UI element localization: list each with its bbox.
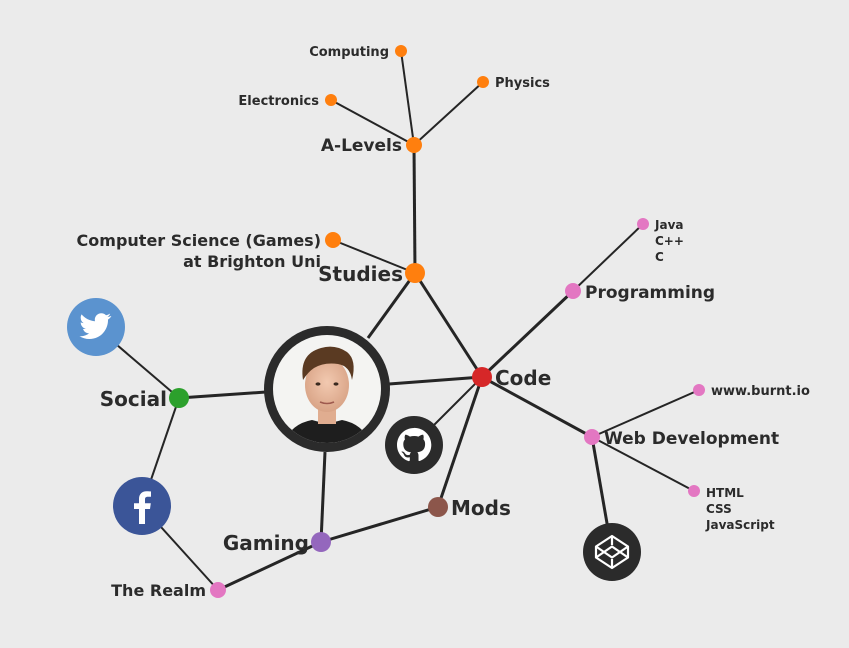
label-lang-c: C bbox=[655, 250, 664, 264]
edge-alevels-physics bbox=[413, 81, 484, 146]
edge-programming-langs bbox=[572, 223, 644, 292]
node-web-languages[interactable] bbox=[688, 485, 700, 497]
node-www[interactable] bbox=[693, 384, 705, 396]
nodes bbox=[169, 45, 705, 598]
label-the-realm: The Realm bbox=[111, 581, 206, 600]
profile-photo[interactable] bbox=[264, 326, 390, 452]
edge-alevels-electronics bbox=[330, 99, 415, 146]
edge-webdev-weblangs bbox=[591, 436, 695, 492]
label-computing: Computing bbox=[309, 45, 389, 60]
node-a-levels[interactable] bbox=[406, 137, 422, 153]
edge-studies-alevels bbox=[412, 144, 417, 274]
node-web-development[interactable] bbox=[584, 429, 600, 445]
node-code[interactable] bbox=[472, 367, 492, 387]
edge-code-avatar bbox=[388, 375, 483, 386]
label-programming: Programming bbox=[585, 283, 715, 303]
node-electronics[interactable] bbox=[325, 94, 337, 106]
edge-code-webdev bbox=[481, 375, 593, 439]
label-a-levels: A-Levels bbox=[321, 136, 402, 156]
label-social: Social bbox=[100, 387, 167, 411]
node-mods[interactable] bbox=[428, 497, 448, 517]
label-studies: Studies bbox=[318, 262, 403, 286]
twitter-icon[interactable] bbox=[67, 298, 125, 356]
label-computer-science-line1: Computer Science (Games) bbox=[77, 231, 321, 250]
edge-studies-code bbox=[413, 272, 484, 378]
edge-code-programming bbox=[480, 289, 575, 379]
node-programming[interactable] bbox=[565, 283, 581, 299]
label-web-css: CSS bbox=[706, 502, 732, 516]
edge-gaming-mods bbox=[320, 505, 439, 544]
edge-studies-avatar bbox=[366, 272, 417, 339]
edge-webdev-www bbox=[591, 389, 700, 438]
edge-realm-gaming bbox=[217, 540, 322, 592]
edges bbox=[95, 50, 700, 592]
label-mods: Mods bbox=[451, 496, 511, 520]
github-icon[interactable] bbox=[385, 416, 443, 474]
edge-social-avatar bbox=[178, 390, 267, 400]
label-lang-java: Java bbox=[654, 218, 683, 232]
facebook-icon[interactable] bbox=[113, 477, 171, 535]
label-code: Code bbox=[495, 366, 551, 390]
edge-alevels-computing bbox=[400, 50, 415, 146]
label-computer-science-line2: at Brighton Uni bbox=[183, 252, 321, 271]
node-the-realm[interactable] bbox=[210, 582, 226, 598]
edge-studies-cs bbox=[332, 239, 416, 274]
label-electronics: Electronics bbox=[238, 94, 319, 109]
edge-code-mods bbox=[436, 376, 484, 508]
node-gaming[interactable] bbox=[311, 532, 331, 552]
label-web-javascript: JavaScript bbox=[705, 518, 775, 532]
node-studies[interactable] bbox=[405, 263, 425, 283]
node-social[interactable] bbox=[169, 388, 189, 408]
label-physics: Physics bbox=[495, 76, 550, 91]
label-lang-cpp: C++ bbox=[655, 234, 684, 248]
node-computer-science[interactable] bbox=[325, 232, 341, 248]
codepen-icon[interactable] bbox=[583, 523, 641, 581]
label-gaming: Gaming bbox=[223, 531, 309, 555]
label-web-development: Web Development bbox=[604, 429, 779, 449]
node-computing[interactable] bbox=[395, 45, 407, 57]
label-www: www.burnt.io bbox=[711, 384, 810, 399]
node-physics[interactable] bbox=[477, 76, 489, 88]
edge-gaming-avatar bbox=[319, 451, 327, 543]
node-languages[interactable] bbox=[637, 218, 649, 230]
label-web-html: HTML bbox=[706, 486, 744, 500]
